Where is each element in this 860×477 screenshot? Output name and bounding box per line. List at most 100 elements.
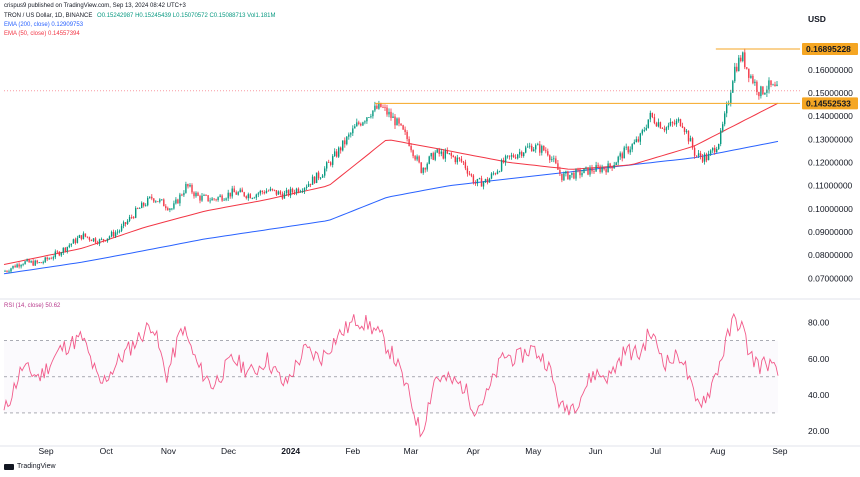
candle-body <box>474 183 477 184</box>
candle-body <box>161 199 163 201</box>
candle-body <box>12 265 14 269</box>
candle-body <box>76 237 79 243</box>
candle-body <box>271 188 274 190</box>
candle-body <box>639 133 642 142</box>
time-tick-label: Jun <box>589 446 603 456</box>
candle-body <box>673 123 676 125</box>
candle-body <box>32 261 34 266</box>
candle-body <box>430 153 432 157</box>
candle-body <box>141 202 143 209</box>
candle-body <box>466 168 469 174</box>
price-tick-label: 0.14000000 <box>808 111 853 121</box>
candle-body <box>703 154 706 162</box>
candle-body <box>446 150 449 154</box>
candle-body <box>770 80 772 85</box>
candle-body <box>605 169 607 173</box>
rsi-line <box>3 312 779 438</box>
candle-body <box>84 233 87 237</box>
candle-body <box>279 191 282 194</box>
candle-body <box>301 191 304 192</box>
candle-body <box>514 157 517 159</box>
candle-body <box>623 147 625 159</box>
candle-body <box>205 195 207 196</box>
candle-body <box>607 163 609 173</box>
candle-body <box>750 75 752 78</box>
candle-body <box>257 193 260 195</box>
candle-body <box>221 195 223 201</box>
candle-body <box>229 192 231 197</box>
candle-body <box>591 167 593 172</box>
candle-body <box>195 192 197 197</box>
candle-body <box>718 144 720 149</box>
candle-body <box>587 167 589 175</box>
candle-body <box>428 156 430 164</box>
candle-body <box>577 169 579 171</box>
candle-body <box>450 153 453 156</box>
candle-body <box>625 146 627 148</box>
candle-body <box>506 155 509 157</box>
candle-body <box>488 178 491 183</box>
candle-body <box>291 188 294 193</box>
candle-body <box>434 152 436 160</box>
symbol-legend: TRON / US Dollar, 1D, BINANCE O0.1524298… <box>4 13 279 19</box>
candle-body <box>173 203 175 209</box>
candle-body <box>774 84 776 87</box>
candle-body <box>372 110 374 117</box>
candle-body <box>287 190 290 196</box>
candle-body <box>549 155 551 161</box>
candle-body <box>714 147 716 153</box>
candle-body <box>599 166 601 172</box>
candle-body <box>277 191 280 195</box>
candle-body <box>374 105 376 111</box>
candle-body <box>569 174 571 180</box>
candle-body <box>293 192 296 194</box>
candle-body <box>237 192 239 195</box>
candle-body <box>645 127 648 130</box>
candle-body <box>223 199 225 201</box>
candle-body <box>225 198 227 200</box>
candle-body <box>56 251 59 253</box>
candle-body <box>504 156 507 163</box>
candle-body <box>92 238 95 242</box>
candle-body <box>633 142 636 145</box>
candle-body <box>766 89 768 93</box>
candle-body <box>88 237 91 240</box>
candle-body <box>336 151 338 157</box>
candle-body <box>412 150 414 157</box>
candle-body <box>448 153 451 154</box>
candle-body <box>758 92 760 97</box>
candle-body <box>354 126 356 129</box>
candle-body <box>539 144 541 153</box>
candle-body <box>565 171 567 174</box>
candle-body <box>585 167 587 169</box>
candle-body <box>418 156 420 163</box>
candle-body <box>744 52 746 68</box>
candle-body <box>30 261 32 263</box>
candle-body <box>436 149 438 153</box>
candle-body <box>734 66 736 82</box>
candle-body <box>58 251 61 256</box>
candle-body <box>309 183 312 185</box>
candle-body <box>239 189 241 193</box>
candle-body <box>26 259 28 262</box>
candle-body <box>649 112 652 120</box>
candle-body <box>50 258 52 260</box>
candle-body <box>207 195 209 201</box>
time-tick-label: Apr <box>467 446 480 456</box>
candle-body <box>364 121 366 123</box>
candle-body <box>249 194 252 199</box>
candle-body <box>671 122 674 124</box>
ema200-legend: EMA (200, close) 0.12909753 <box>4 22 84 28</box>
candle-body <box>480 178 483 187</box>
candle-body <box>8 271 10 273</box>
candle-body <box>768 80 770 90</box>
candle-body <box>74 239 77 243</box>
candle-body <box>657 122 660 127</box>
candle-body <box>70 243 73 246</box>
candle-body <box>189 185 191 187</box>
candle-body <box>263 192 266 194</box>
candle-body <box>748 68 750 78</box>
candle-body <box>24 261 26 265</box>
candle-body <box>201 195 203 201</box>
